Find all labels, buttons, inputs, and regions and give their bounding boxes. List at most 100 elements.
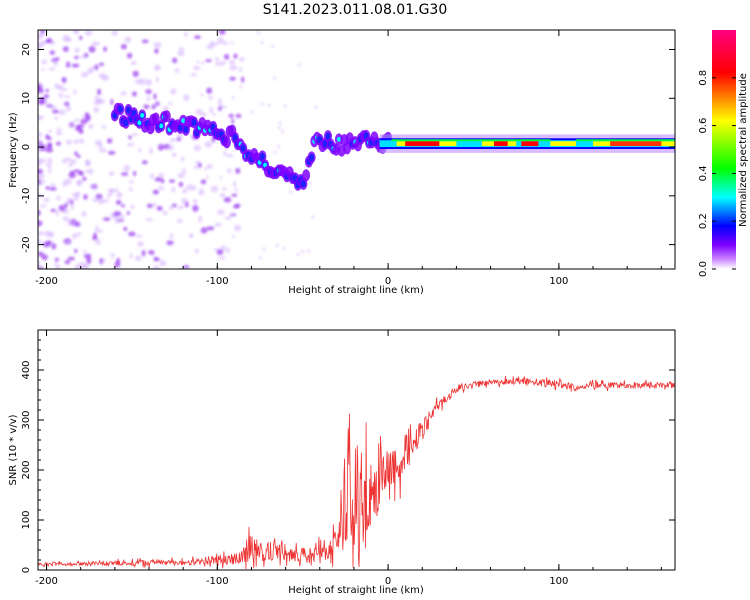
spectrogram-noise-blob: [71, 30, 80, 33]
spectrogram-noise-blob: [71, 63, 80, 68]
spectrogram-noise-blob: [80, 171, 84, 176]
spectrogram-noise-blob: [152, 189, 160, 195]
spectrogram-noise-blob: [153, 93, 157, 100]
spectrogram-noise-blob: [204, 167, 208, 171]
spectrogram-noise-blob: [75, 139, 80, 143]
figure-title: S141.2023.011.08.01.G30: [263, 2, 448, 18]
spectrogram-noise-blob: [193, 65, 201, 71]
spectrogram-noise-blob: [56, 195, 61, 201]
spectrogram-noise-blob: [234, 224, 242, 232]
spectrogram-noise-blob: [88, 45, 96, 53]
spectrogram-noise-blob: [194, 35, 201, 40]
spectrogram-noise-blob: [45, 88, 49, 93]
spectrogram-noise-blob: [82, 176, 87, 181]
spectrogram-noise-blob: [98, 147, 107, 153]
spectrogram-noise-blob: [74, 248, 78, 254]
spectrogram-noise-blob: [171, 186, 176, 193]
spectrogram-noise-blob: [289, 190, 293, 194]
spectrogram-noise-blob: [192, 199, 198, 204]
spectrogram-noise-blob: [151, 104, 156, 110]
spectrogram-noise-blob: [67, 256, 75, 261]
spectrogram-noise-blob: [238, 67, 242, 73]
ridge-peak: [181, 118, 186, 124]
spectrogram-noise-blob: [241, 76, 245, 83]
spectrogram-noise-blob: [98, 72, 106, 80]
spectrogram-noise-blob: [182, 188, 188, 194]
spectrogram-noise-blob: [177, 172, 186, 179]
spectrogram-noise-blob: [231, 213, 237, 217]
spectrogram-noise-blob: [273, 76, 276, 80]
spectrogram-noise-blob: [209, 106, 214, 114]
spectrogram-noise-blob: [91, 41, 97, 46]
spectrogram-noise-blob: [223, 197, 232, 203]
spectrogram-noise-blob: [42, 241, 51, 248]
spectrogram-x-ticks: -200 -100 0 100: [35, 30, 662, 287]
spectrogram-noise-blob: [190, 233, 194, 237]
spectrogram-noise-blob: [171, 203, 177, 208]
spectrogram-noise-blob: [38, 231, 45, 236]
spectrogram-noise-blob: [41, 179, 46, 184]
spectrogram-noise-blob: [193, 165, 199, 169]
x-tick-label: -200: [35, 576, 58, 587]
spectrogram-noise-blob: [141, 160, 148, 165]
spectrogram-noise-blob: [214, 222, 222, 227]
spectrogram-noise-blob: [53, 59, 59, 67]
spectrogram-noise-blob: [120, 91, 127, 96]
spectrogram-noise-blob: [74, 118, 80, 123]
spectrogram-frame: [37, 29, 676, 270]
x-tick-label: -100: [206, 576, 229, 587]
spectrogram-noise-blob: [82, 265, 87, 269]
colorbar: 0.0 0.2 0.4 0.6 0.8 Normalized spectral ampl…: [698, 30, 749, 277]
spectrogram-noise-blob: [49, 50, 55, 55]
spectrogram-noise-blob: [94, 139, 102, 146]
spectrogram-noise-blob: [150, 173, 154, 180]
spectrogram-noise-blob: [146, 95, 151, 102]
spectrogram-noise-blob: [221, 187, 228, 191]
spectrogram-noise-blob: [83, 249, 87, 254]
spectrogram-noise-blob: [43, 197, 50, 202]
spectrogram-noise-blob: [101, 125, 107, 129]
spectrogram-noise-blob: [207, 95, 214, 100]
ridge-core: [123, 119, 129, 127]
spectrogram-noise-blob: [200, 227, 208, 234]
spectrogram-noise-blob: [54, 264, 61, 269]
spectrogram-noise-blob: [176, 134, 183, 138]
spectrogram-noise-blob: [181, 168, 187, 174]
spectrogram-noise-blob: [114, 261, 121, 268]
spectrogram-noise-blob: [143, 104, 150, 110]
spectrogram-noise-blob: [182, 265, 190, 269]
spectrogram-noise-blob: [51, 243, 57, 250]
spectrogram-noise-blob: [110, 98, 114, 106]
spectrogram-noise-blob: [114, 216, 121, 224]
spectrogram-noise-blob: [150, 250, 155, 256]
spectrogram-noise-blob: [64, 241, 73, 245]
ridge-peak: [140, 113, 145, 118]
snr-x-ticks: -200 -100 0 100: [35, 330, 662, 587]
spectrogram-noise-blob: [239, 57, 245, 62]
spectrogram-image: [38, 30, 675, 269]
spectrogram-noise-blob: [167, 144, 175, 151]
spectrogram-noise-blob: [98, 62, 105, 67]
spectrogram-noise-blob: [115, 199, 122, 205]
spectrogram-noise-blob: [74, 47, 80, 53]
spectrogram-noise-blob: [152, 202, 157, 207]
spectrogram-noise-blob: [38, 131, 43, 138]
ridge-core: [259, 152, 265, 160]
spectrogram-noise-blob: [171, 152, 177, 157]
spectrogram-noise-blob: [45, 186, 50, 190]
spectrogram-noise-blob: [181, 197, 188, 205]
ridge-core: [125, 106, 132, 114]
spectrogram-noise-blob: [55, 131, 63, 136]
spectrogram-noise-blob: [38, 264, 41, 269]
spectrogram-noise-blob: [137, 241, 145, 247]
spectrogram-noise-blob: [90, 184, 96, 189]
spectrogram-noise-blob: [87, 68, 94, 74]
spectrogram-noise-blob: [170, 88, 177, 95]
spectrogram-noise-blob: [129, 180, 135, 184]
spectrogram-noise-blob: [95, 225, 99, 233]
spectrogram-noise-blob: [69, 121, 75, 128]
spectrogram-noise-blob: [233, 181, 237, 188]
spectrogram-noise-blob: [97, 197, 104, 205]
ridge-cell: [162, 110, 171, 123]
spectrogram-noise-blob: [94, 64, 99, 71]
